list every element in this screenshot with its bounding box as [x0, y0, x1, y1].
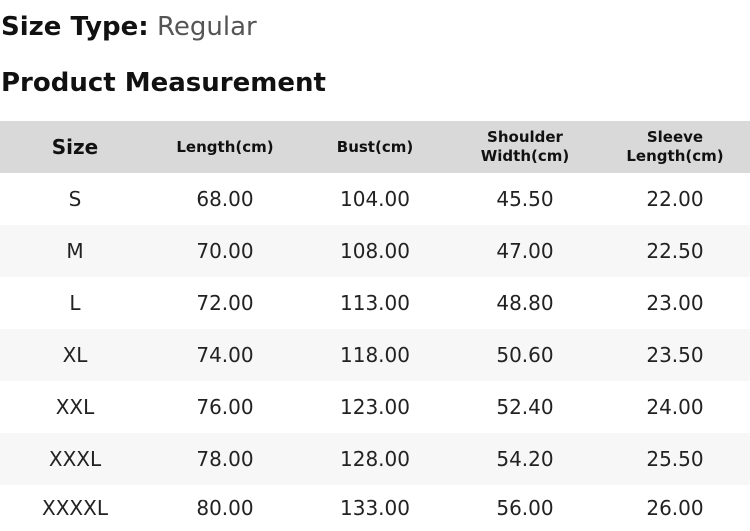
cell-bust: 128.00	[340, 447, 410, 471]
cell-bust: 133.00	[340, 496, 410, 520]
cell-bust: 108.00	[340, 239, 410, 263]
table-row: XXL 76.00 123.00 52.40 24.00	[0, 381, 750, 433]
cell-size: XXXL	[48, 447, 102, 471]
cell-size: S	[68, 187, 82, 211]
header-bust: Bust(cm)	[300, 121, 450, 173]
size-type-value: Regular	[156, 12, 257, 42]
cell-shoulder-width: 54.20	[496, 447, 554, 471]
table-row: L 72.00 113.00 48.80 23.00	[0, 277, 750, 329]
cell-length: 68.00	[196, 187, 254, 211]
section-title: Product Measurement	[1, 68, 326, 98]
header-size: Size	[0, 121, 150, 173]
header-bust-label: Bust(cm)	[336, 137, 414, 156]
cell-size: XXL	[55, 395, 95, 419]
cell-sleeve-length: 23.00	[646, 291, 704, 315]
cell-shoulder-width: 45.50	[496, 187, 554, 211]
table-row: XL 74.00 118.00 50.60 23.50	[0, 329, 750, 381]
table-row: M 70.00 108.00 47.00 22.50	[0, 225, 750, 277]
cell-sleeve-length: 24.00	[646, 395, 704, 419]
cell-sleeve-length: 22.50	[646, 239, 704, 263]
header-shoulder-width: Shoulder Width(cm)	[450, 121, 600, 173]
cell-sleeve-length: 23.50	[646, 343, 704, 367]
table-row: XXXL 78.00 128.00 54.20 25.50	[0, 433, 750, 485]
cell-length: 70.00	[196, 239, 254, 263]
measurement-table: Size Length(cm) Bust(cm) Shoulder Width(…	[0, 121, 750, 531]
cell-bust: 118.00	[340, 343, 410, 367]
size-type-label: Size Type:	[1, 12, 149, 42]
header-size-label: Size	[51, 134, 99, 159]
cell-size: XXXXL	[42, 496, 108, 520]
cell-length: 76.00	[196, 395, 254, 419]
cell-shoulder-width: 48.80	[496, 291, 554, 315]
cell-length: 78.00	[196, 447, 254, 471]
cell-size: XL	[62, 343, 88, 367]
table-header-row: Size Length(cm) Bust(cm) Shoulder Width(…	[0, 121, 750, 173]
cell-shoulder-width: 56.00	[496, 496, 554, 520]
header-length: Length(cm)	[150, 121, 300, 173]
cell-length: 74.00	[196, 343, 254, 367]
cell-bust: 104.00	[340, 187, 410, 211]
size-type-line: Size Type: Regular	[1, 10, 257, 44]
header-sleeve-length-label: Sleeve Length(cm)	[626, 128, 724, 165]
cell-sleeve-length: 26.00	[646, 496, 704, 520]
header-sleeve-length: Sleeve Length(cm)	[600, 121, 750, 173]
table-row: XXXXL 80.00 133.00 56.00 26.00	[0, 485, 750, 531]
cell-size: L	[69, 291, 81, 315]
cell-size: M	[66, 239, 84, 263]
cell-bust: 123.00	[340, 395, 410, 419]
cell-shoulder-width: 52.40	[496, 395, 554, 419]
cell-bust: 113.00	[340, 291, 410, 315]
header-shoulder-width-label: Shoulder Width(cm)	[480, 128, 570, 165]
cell-shoulder-width: 47.00	[496, 239, 554, 263]
cell-length: 80.00	[196, 496, 254, 520]
table-row: S 68.00 104.00 45.50 22.00	[0, 173, 750, 225]
cell-length: 72.00	[196, 291, 254, 315]
cell-shoulder-width: 50.60	[496, 343, 554, 367]
cell-sleeve-length: 22.00	[646, 187, 704, 211]
cell-sleeve-length: 25.50	[646, 447, 704, 471]
header-length-label: Length(cm)	[176, 137, 274, 156]
